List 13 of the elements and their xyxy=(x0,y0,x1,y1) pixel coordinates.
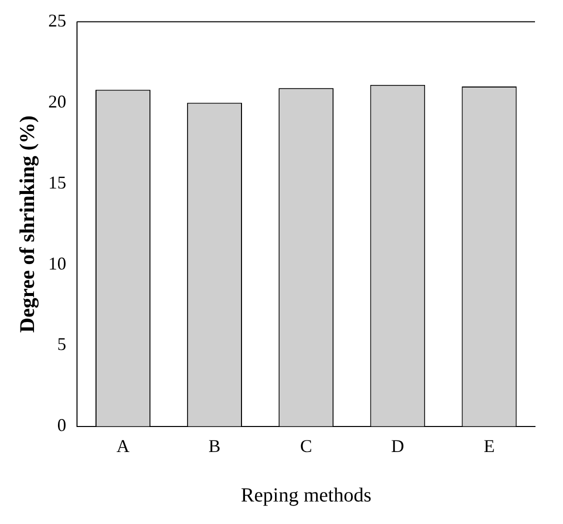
x-axis-title: Reping methods xyxy=(240,484,372,506)
x-tick-label: A xyxy=(116,436,130,456)
y-tick-label: 15 xyxy=(48,172,66,192)
x-tick-label: D xyxy=(391,436,404,456)
y-tick-label: 5 xyxy=(57,334,66,354)
x-tick-label: B xyxy=(208,436,221,456)
x-tick-label: E xyxy=(484,436,495,456)
x-tick-label: C xyxy=(300,436,312,456)
y-tick-label: 20 xyxy=(48,91,66,112)
y-tick-label: 10 xyxy=(48,253,66,274)
y-tick-label: 0 xyxy=(57,415,66,436)
y-axis-title: Degree of shrinking (%) xyxy=(15,116,40,333)
y-tick-label: 25 xyxy=(48,10,66,31)
